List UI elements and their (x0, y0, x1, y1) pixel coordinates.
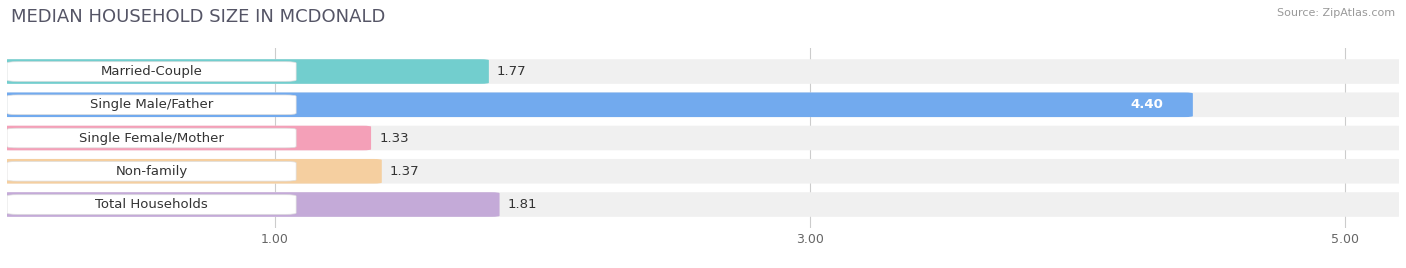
FancyBboxPatch shape (7, 195, 297, 214)
Text: Married-Couple: Married-Couple (101, 65, 202, 78)
FancyBboxPatch shape (1, 159, 1405, 184)
Text: 1.37: 1.37 (389, 165, 419, 178)
FancyBboxPatch shape (7, 95, 297, 115)
Text: MEDIAN HOUSEHOLD SIZE IN MCDONALD: MEDIAN HOUSEHOLD SIZE IN MCDONALD (11, 8, 385, 26)
Text: Total Households: Total Households (96, 198, 208, 211)
FancyBboxPatch shape (1, 126, 1405, 150)
FancyBboxPatch shape (1, 92, 1192, 117)
FancyBboxPatch shape (1, 159, 382, 184)
Text: 1.77: 1.77 (496, 65, 526, 78)
FancyBboxPatch shape (1, 59, 1405, 84)
FancyBboxPatch shape (1, 92, 1405, 117)
FancyBboxPatch shape (1, 126, 371, 150)
FancyBboxPatch shape (1, 192, 1405, 217)
FancyBboxPatch shape (1, 192, 499, 217)
Text: 4.40: 4.40 (1130, 98, 1163, 111)
Text: Single Female/Mother: Single Female/Mother (79, 132, 224, 144)
Text: Single Male/Father: Single Male/Father (90, 98, 214, 111)
FancyBboxPatch shape (7, 128, 297, 148)
Text: 1.81: 1.81 (508, 198, 537, 211)
FancyBboxPatch shape (7, 62, 297, 81)
Text: Non-family: Non-family (115, 165, 188, 178)
Text: 1.33: 1.33 (380, 132, 409, 144)
FancyBboxPatch shape (1, 59, 489, 84)
FancyBboxPatch shape (7, 161, 297, 181)
Text: Source: ZipAtlas.com: Source: ZipAtlas.com (1277, 8, 1395, 18)
